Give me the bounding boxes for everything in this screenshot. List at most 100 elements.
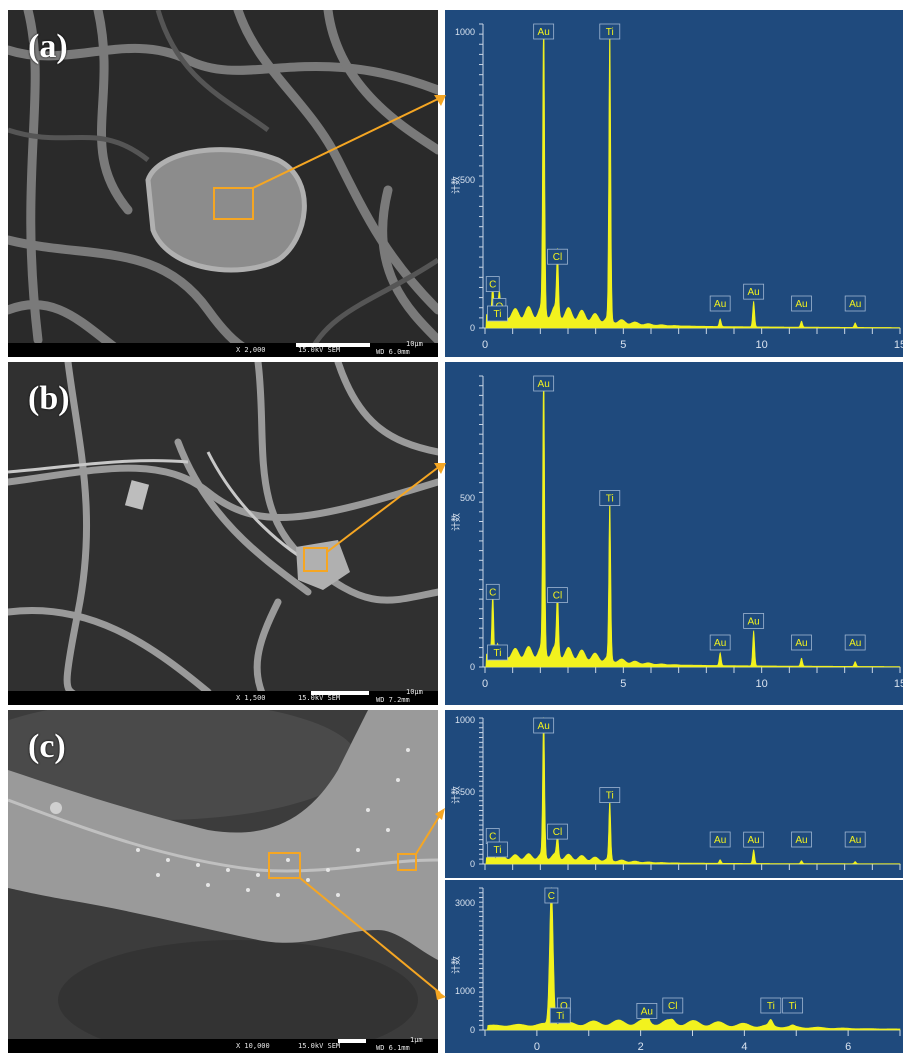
svg-text:Au: Au	[538, 721, 550, 732]
magnification-a: X 2,000	[236, 346, 266, 354]
wd-a: WD 6.0mm	[376, 348, 410, 356]
y-tick-label: 500	[460, 787, 475, 797]
svg-text:Au: Au	[795, 299, 807, 310]
svg-text:Cl: Cl	[553, 591, 562, 602]
svg-text:Au: Au	[849, 835, 861, 846]
eds-spectrum-a: 05001000051015计数COTiAuClTiAuAuAuAu	[445, 10, 903, 357]
peak-label-au: Au	[743, 283, 765, 300]
peak-label-au: Au	[844, 295, 866, 312]
x-tick-label: 5	[620, 678, 626, 690]
eds-background	[445, 10, 903, 357]
eds-background	[445, 362, 903, 705]
sem-info-bar-c: X 10,000 15.0kV SEM 1μm WD 6.1mm	[8, 1036, 438, 1053]
svg-text:Au: Au	[714, 299, 726, 310]
peak-label-c: C	[485, 828, 500, 844]
magnification-b: X 1,500	[236, 694, 266, 702]
svg-text:Au: Au	[641, 1006, 653, 1017]
svg-text:O: O	[560, 1001, 568, 1012]
spectrum-trace	[485, 375, 901, 668]
peak-label-ti: Ti	[487, 841, 508, 858]
svg-text:Au: Au	[748, 287, 760, 298]
sem-image-a: (a) X 2,000 15.0kV SEM 10μm WD 6.0mm	[8, 10, 438, 357]
svg-text:Au: Au	[538, 27, 550, 38]
sem-image-c: (c) X 10,000 15.0kV SEM 1μm WD 6.1mm	[8, 710, 438, 1053]
panel-label-a: (a)	[28, 28, 68, 65]
peak-label-au: Au	[791, 831, 812, 848]
svg-text:Ti: Ti	[789, 1001, 797, 1012]
scale-text-b: 10μm	[406, 688, 423, 696]
peak-label-au: Au	[743, 613, 765, 629]
peak-label-au: Au	[791, 295, 812, 312]
wd-b: WD 7.2mm	[376, 696, 410, 704]
scale-bar-b	[311, 691, 369, 695]
y-tick-label: 1000	[455, 27, 475, 37]
x-tick-label: 2	[638, 1041, 644, 1053]
svg-text:Ti: Ti	[606, 494, 614, 505]
svg-text:C: C	[548, 891, 555, 902]
y-axis-label: 计数	[450, 176, 462, 194]
spectrum-trace	[485, 716, 902, 865]
x-tick-label: 6	[845, 1041, 851, 1053]
scale-bar-c	[338, 1039, 366, 1043]
svg-text:Ti: Ti	[493, 309, 501, 320]
peak-label-cl: Cl	[547, 823, 568, 840]
y-tick-label: 0	[470, 1025, 475, 1035]
peak-label-cl: Cl	[547, 587, 568, 603]
sem-micrograph-b	[8, 362, 438, 705]
spectrum-trace	[485, 23, 901, 329]
eds-plot-b: 0 500 0 5 10 15 计数 C Ti Au Cl Ti Au Au Au Au	[445, 362, 903, 705]
spectrum-trace	[485, 887, 901, 1031]
x-tick-label: 15	[894, 678, 903, 690]
voltage-c: 15.0kV SEM	[298, 1042, 341, 1050]
x-tick-label: 0	[482, 339, 488, 351]
x-tick-label: 10	[756, 678, 768, 690]
y-tick-label: 0	[470, 323, 475, 333]
x-tick-label: 4	[741, 1041, 747, 1053]
peak-label-ti: Ti	[782, 997, 804, 1014]
svg-text:Ti: Ti	[556, 1011, 564, 1022]
x-tick-label: 10	[756, 339, 768, 351]
x-tick-label: 0	[482, 678, 488, 690]
svg-text:C: C	[489, 280, 496, 291]
peak-label-ti: Ti	[599, 490, 621, 506]
peak-label-ti: Ti	[599, 787, 621, 803]
eds-spectrum-b: 0 500 0 5 10 15 计数 C Ti Au Cl Ti Au Au Au Au	[445, 362, 903, 705]
magnification-c: X 10,000	[236, 1042, 270, 1050]
svg-text:C: C	[489, 831, 496, 842]
svg-text:Au: Au	[795, 835, 807, 846]
svg-text:Cl: Cl	[553, 252, 562, 263]
peak-label-ti: Ti	[487, 644, 508, 661]
svg-text:Au: Au	[795, 638, 807, 649]
svg-text:C: C	[489, 587, 496, 598]
peak-label-cl: Cl	[662, 997, 684, 1014]
sem-micrograph-c	[8, 710, 438, 1053]
svg-text:Ti: Ti	[606, 27, 614, 38]
svg-text:Ti: Ti	[493, 845, 501, 856]
peak-label-au: Au	[636, 1002, 658, 1019]
peak-label-au: Au	[533, 23, 555, 40]
peak-label-ti: Ti	[599, 23, 621, 40]
svg-text:Ti: Ti	[767, 1001, 775, 1012]
scale-text-c: 1μm	[410, 1036, 423, 1044]
peak-label-au: Au	[743, 831, 765, 848]
wd-c: WD 6.1mm	[376, 1044, 410, 1052]
svg-text:Au: Au	[714, 835, 726, 846]
y-axis-label: 计数	[450, 786, 462, 804]
svg-text:Ti: Ti	[606, 791, 614, 802]
sem-info-bar-b: X 1,500 15.0kV SEM 10μm WD 7.2mm	[8, 688, 438, 705]
svg-text:Au: Au	[714, 638, 726, 649]
y-tick-label: 1000	[455, 715, 475, 725]
x-tick-label: 15	[894, 339, 903, 351]
peak-label-ti: Ti	[760, 997, 782, 1014]
eds-background	[445, 710, 903, 878]
peak-label-c: C	[485, 276, 500, 292]
peak-label-c: C	[485, 583, 500, 600]
svg-text:Cl: Cl	[553, 827, 562, 838]
svg-text:Cl: Cl	[668, 1001, 677, 1012]
panel-label-c: (c)	[28, 728, 66, 765]
sem-micrograph-a	[8, 10, 438, 357]
svg-text:Au: Au	[538, 379, 550, 390]
eds-plot-a: 05001000051015计数COTiAuClTiAuAuAuAu	[445, 10, 903, 357]
peak-label-au: Au	[533, 717, 555, 734]
y-tick-label: 0	[470, 662, 475, 672]
